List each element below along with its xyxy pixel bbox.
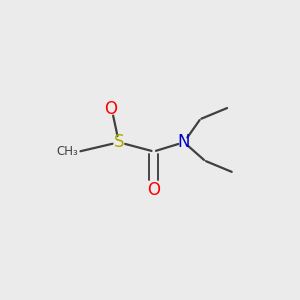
Text: N: N bbox=[178, 133, 190, 151]
Text: S: S bbox=[114, 133, 124, 151]
Text: CH₃: CH₃ bbox=[56, 145, 78, 158]
Text: O: O bbox=[104, 100, 117, 118]
Text: O: O bbox=[147, 181, 160, 199]
